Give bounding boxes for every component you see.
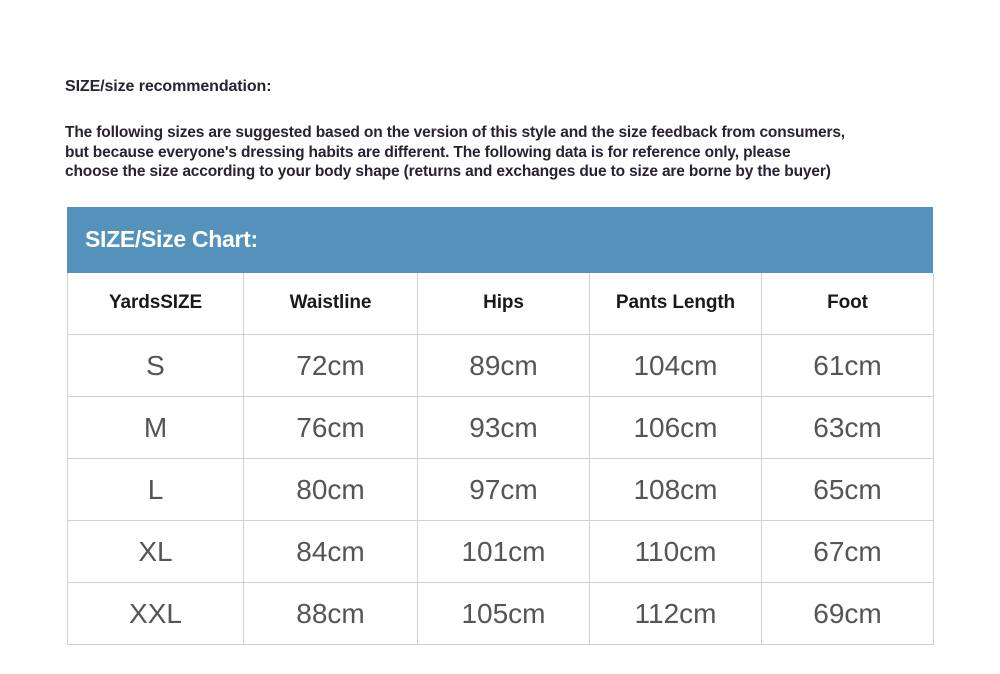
table-row-xl: XL 84cm 101cm 110cm 67cm: [67, 520, 934, 583]
foot-cell: 67cm: [761, 520, 934, 583]
size-note-line: The following sizes are suggested based …: [65, 124, 845, 141]
pants-length-cell: 106cm: [589, 396, 762, 459]
column-header-hips: Hips: [417, 272, 590, 335]
column-header-size: YardsSIZE: [67, 272, 244, 335]
size-note-line: but because everyone's dressing habits a…: [65, 143, 791, 161]
hips-cell: 101cm: [417, 520, 590, 583]
table-header-row: YardsSIZE Waistline Hips Pants Length Fo…: [67, 272, 934, 335]
foot-cell: 65cm: [761, 458, 934, 521]
table-row-m: M 76cm 93cm 106cm 63cm: [67, 396, 934, 459]
pants-length-cell: 104cm: [589, 334, 762, 397]
pants-length-cell: 108cm: [589, 458, 762, 521]
hips-cell: 89cm: [417, 334, 590, 397]
waistline-cell: 88cm: [243, 582, 418, 645]
column-header-waistline: Waistline: [243, 272, 418, 335]
foot-cell: 63cm: [761, 396, 934, 459]
size-chart-table: YardsSIZE Waistline Hips Pants Length Fo…: [67, 272, 934, 645]
table-row-xxl: XXL 88cm 105cm 112cm 69cm: [67, 582, 934, 645]
table-row-s: S 72cm 89cm 104cm 61cm: [67, 334, 934, 397]
hips-cell: 93cm: [417, 396, 590, 459]
table-row-l: L 80cm 97cm 108cm 65cm: [67, 458, 934, 521]
waistline-cell: 84cm: [243, 520, 418, 583]
size-chart-title: SIZE/Size Chart:: [85, 226, 258, 252]
size-recommendation-heading: SIZE/size recommendation:: [65, 78, 272, 95]
size-note-line: choose the size according to your body s…: [65, 163, 831, 180]
waistline-cell: 72cm: [243, 334, 418, 397]
hips-cell: 105cm: [417, 582, 590, 645]
waistline-cell: 76cm: [243, 396, 418, 459]
column-header-pants-length: Pants Length: [589, 272, 762, 335]
size-label-cell: XL: [67, 520, 244, 583]
size-note-paragraph: The following sizes are suggested based …: [65, 123, 933, 182]
foot-cell: 61cm: [761, 334, 934, 397]
size-chart-title-bar: SIZE/Size Chart:: [67, 206, 933, 273]
size-label-cell: L: [67, 458, 244, 521]
size-label-cell: S: [67, 334, 244, 397]
size-label-cell: XXL: [67, 582, 244, 645]
hips-cell: 97cm: [417, 458, 590, 521]
pants-length-cell: 112cm: [589, 582, 762, 645]
size-label-cell: M: [67, 396, 244, 459]
pants-length-cell: 110cm: [589, 520, 762, 583]
foot-cell: 69cm: [761, 582, 934, 645]
waistline-cell: 80cm: [243, 458, 418, 521]
column-header-foot: Foot: [761, 272, 934, 335]
